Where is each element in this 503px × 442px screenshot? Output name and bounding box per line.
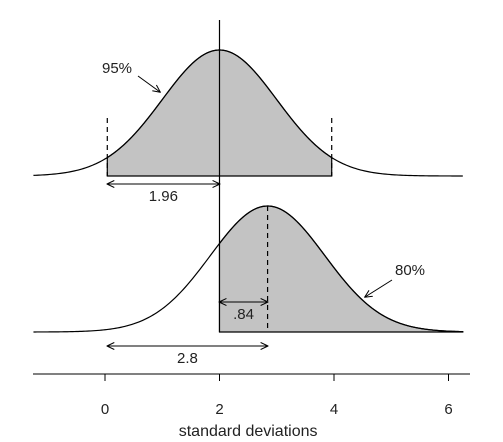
bottom-interval-label: .84 (233, 306, 254, 323)
x-axis-ticks: 0 2 4 6 (101, 374, 453, 418)
bottom-total-label: 2.8 (177, 350, 198, 367)
bottom-area-label: 80% (395, 262, 425, 279)
top-density-curve (33, 49, 463, 177)
x-tick-label: 6 (444, 401, 452, 418)
x-tick-label: 2 (215, 401, 223, 418)
top-area-pointer-arrow (137, 75, 160, 92)
bottom-shaded-area (218, 205, 464, 333)
top-interval-label: 1.96 (149, 188, 178, 205)
x-axis-title: standard deviations (179, 423, 318, 440)
x-tick-label: 0 (101, 401, 109, 418)
x-axis: 0 2 4 6 standard deviations (33, 373, 470, 440)
bottom-density-curve (33, 205, 463, 333)
top-area-label: 95% (102, 60, 132, 77)
x-tick-label: 4 (330, 401, 338, 418)
top-panel: 1.96 95% (33, 49, 463, 205)
bottom-area-pointer-arrow (365, 279, 393, 297)
bottom-panel: .84 2.8 80% (33, 205, 464, 367)
